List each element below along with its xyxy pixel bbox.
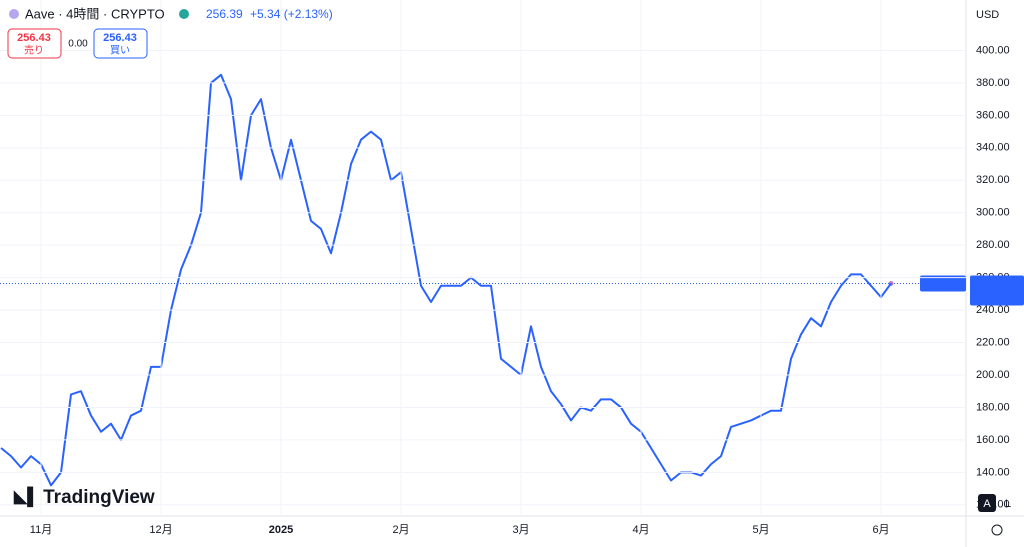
y-tick-label: 180.00 bbox=[976, 401, 1010, 413]
y-tick-label: 200.00 bbox=[976, 369, 1010, 381]
y-tick-label: 380.00 bbox=[976, 77, 1010, 89]
y-tick-label: 300.00 bbox=[976, 207, 1010, 219]
spread: 0.00 bbox=[68, 39, 88, 50]
sell-price[interactable]: 256.43 bbox=[17, 32, 51, 44]
x-tick-label: 4月 bbox=[632, 524, 649, 536]
x-tick-label: 5月 bbox=[752, 524, 769, 536]
currency[interactable]: USD bbox=[976, 9, 999, 21]
x-tick-label: 3月 bbox=[512, 524, 529, 536]
y-tick-label: 220.00 bbox=[976, 336, 1010, 348]
scale-button-label[interactable]: L bbox=[1005, 498, 1011, 510]
y-tick-label: 140.00 bbox=[976, 466, 1010, 478]
x-tick-label: 12月 bbox=[149, 524, 172, 536]
x-tick-label: 6月 bbox=[872, 524, 889, 536]
buy-price[interactable]: 256.43 bbox=[103, 32, 137, 44]
buy-label[interactable]: 買い bbox=[110, 45, 130, 57]
scale-button[interactable] bbox=[978, 494, 996, 512]
price-line bbox=[0, 73, 892, 487]
price-change: +5.34 (+2.13%) bbox=[250, 7, 333, 21]
y-tick-label: 320.00 bbox=[976, 174, 1010, 186]
buy-button[interactable] bbox=[93, 28, 148, 59]
settings-icon[interactable] bbox=[991, 524, 1003, 536]
symbol-icon bbox=[9, 9, 19, 19]
symbol-title: Aave · 4時間 · CRYPTO bbox=[25, 6, 165, 21]
y-tick-label: 160.00 bbox=[976, 434, 1010, 446]
y-tick-label: 360.00 bbox=[976, 109, 1010, 121]
last-price: 256.39 bbox=[206, 7, 243, 21]
x-tick-label: 2月 bbox=[392, 524, 409, 536]
status-dot bbox=[179, 9, 189, 19]
scale-button-label[interactable]: A bbox=[983, 498, 991, 510]
logo: ◣▌ TradingView bbox=[13, 486, 155, 508]
sell-button[interactable] bbox=[7, 28, 62, 59]
y-tick-label: 240.00 bbox=[976, 304, 1010, 316]
logo-text: TradingView bbox=[43, 487, 155, 508]
x-tick-label: 2025 bbox=[269, 524, 293, 536]
axis-price-bg bbox=[970, 275, 1024, 306]
y-tick-label: 280.00 bbox=[976, 239, 1010, 251]
sell-label[interactable]: 売り bbox=[24, 44, 44, 57]
y-tick-label: 340.00 bbox=[976, 142, 1010, 154]
y-tick-label: 400.00 bbox=[976, 44, 1010, 56]
x-tick-label: 11月 bbox=[30, 524, 52, 536]
